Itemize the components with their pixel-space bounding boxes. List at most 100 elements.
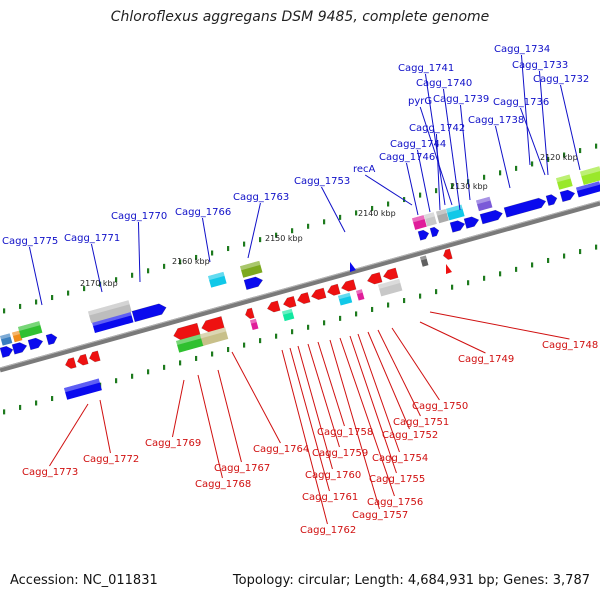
gene-block [208,271,227,288]
reverse-gene-label: Cagg_1750 [412,401,468,412]
label-leader-line [99,399,111,454]
reverse-gene-label: Cagg_1768 [195,479,251,490]
gene-block [378,278,403,297]
label-leader-line [419,106,453,206]
upper-track-dot [291,228,294,234]
upper-track-dot [547,156,550,162]
lower-track-dot [435,289,438,295]
label-leader-line [424,73,446,206]
forward-cds-arrow [243,276,264,291]
label-leader-line [349,335,397,474]
lower-track-dot [371,306,374,312]
lower-track-dot [323,320,326,326]
label-leader-line [231,351,281,444]
forward-gene-label: Cagg_1741 [398,63,454,74]
label-leader-line [49,403,89,467]
lower-track-dot [355,311,358,317]
label-leader-line [217,369,242,463]
reverse-cds-arrow [310,287,327,301]
label-leader-line [459,104,471,201]
genome-backbone [0,200,600,373]
lower-track-dot [211,351,214,357]
label-leader-line [419,321,486,354]
lower-track-dot [499,271,502,277]
gene-block [18,321,43,339]
forward-cds-arrow [417,229,430,241]
upper-track-dot [563,152,566,158]
reverse-gene-label: Cagg_1772 [83,454,139,465]
label-leader-line [435,133,441,211]
label-leader-line [429,311,570,340]
reverse-cds-arrow [443,248,453,260]
label-leader-line [367,331,410,430]
upper-track-dot [131,272,134,278]
forward-cds-arrow [463,216,480,229]
gene-block [88,300,132,324]
lower-track-dot [131,373,134,379]
reverse-cds-arrow [382,267,399,280]
label-leader-line [357,333,400,453]
label-leader-line [377,329,421,417]
forward-gene-label: Cagg_1771 [64,233,120,244]
reverse-cds-arrow [89,350,101,363]
reverse-gene-label: Cagg_1761 [302,492,358,503]
label-leader-line [519,107,546,176]
gene-block [92,311,134,333]
lower-track-dot [179,360,182,366]
label-leader-line [329,339,380,510]
reverse-gene-label: Cagg_1749 [458,354,514,365]
forward-gene-label: Cagg_1740 [416,78,472,89]
gene-block [282,308,295,322]
upper-track-dot [227,246,230,252]
reverse-gene-label: Cagg_1767 [214,463,270,474]
lower-track-dot [451,284,454,290]
forward-gene-label: Cagg_1738 [468,115,524,126]
lower-track-dot [531,262,534,268]
accession-text: Accession: NC_011831 [10,573,158,588]
forward-gene-label: recA [353,164,376,175]
forward-cds-arrow [45,333,58,346]
upper-track-dot [19,303,22,309]
reverse-gene-label: Cagg_1758 [317,427,373,438]
forward-gene-label: pyrG [408,96,432,107]
gene-block [200,327,229,346]
lower-track-dot [387,302,390,308]
label-leader-line [297,345,333,470]
genome-backbone-highlight [0,200,600,369]
forward-gene-label: Cagg_1736 [493,97,549,108]
gene-block [576,181,600,198]
axis-tick-label: 2120 kbp [540,153,578,162]
reverse-gene-label: Cagg_1773 [22,467,78,478]
lower-track-dot [307,324,310,330]
axis-tick-label: 2140 kbp [358,209,396,218]
upper-track-dot [307,223,310,229]
forward-gene-label: Cagg_1746 [379,152,435,163]
upper-track-dot [259,237,262,243]
upper-track-dot [419,192,422,198]
forward-cds-arrow [479,209,503,225]
label-leader-line [171,379,185,438]
gene-block [556,174,573,190]
upper-track-dot [515,165,518,171]
forward-gene-label: Cagg_1766 [175,207,231,218]
lower-track-dot [595,244,598,250]
upper-track-dot [531,161,534,167]
lower-track-dot [227,347,230,353]
label-leader-line [281,349,328,525]
upper-track-dot [211,250,214,256]
forward-gene-label: Cagg_1734 [494,44,550,55]
lower-track-dot [147,369,150,375]
gene-block [0,333,13,346]
forward-gene-label: Cagg_1775 [2,236,58,247]
upper-track-dot [163,263,166,269]
upper-track-dot [3,308,6,314]
label-leader-line [559,84,581,171]
reverse-cds-arrow [326,283,341,296]
gene-block [11,330,23,343]
label-leader-line [289,347,330,492]
lower-track-dot [35,400,38,406]
axis-tick-label: 2130 kbp [450,182,488,191]
reverse-gene-label: Cagg_1764 [253,444,309,455]
upper-track-dot [371,205,374,211]
